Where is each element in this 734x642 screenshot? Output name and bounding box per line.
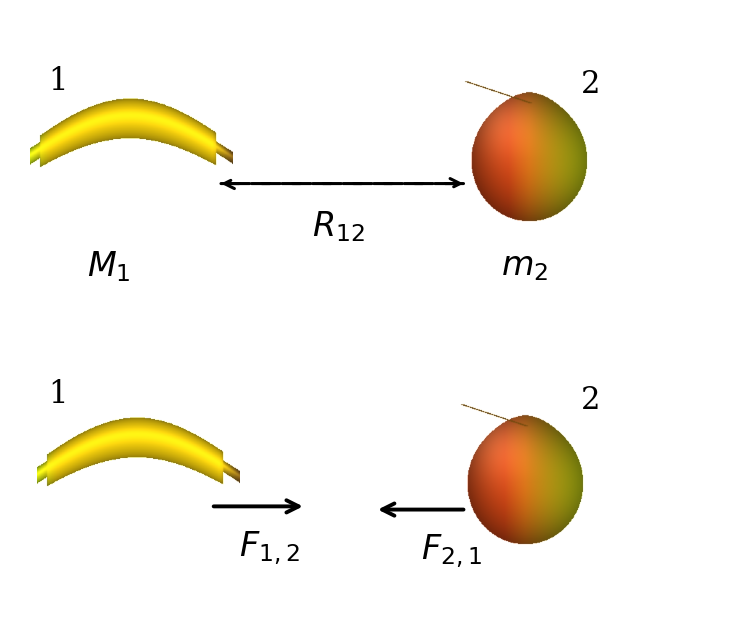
Text: 1: 1: [48, 65, 68, 97]
Text: $M_1$: $M_1$: [87, 249, 131, 284]
Text: $m_2$: $m_2$: [501, 250, 548, 282]
Text: 1: 1: [48, 379, 68, 410]
Text: 2: 2: [581, 69, 600, 100]
Text: $F_{1,2}$: $F_{1,2}$: [239, 529, 299, 567]
Text: $F_{2,1}$: $F_{2,1}$: [421, 532, 482, 570]
Text: $R_{12}$: $R_{12}$: [312, 209, 365, 244]
Text: 2: 2: [581, 385, 600, 417]
